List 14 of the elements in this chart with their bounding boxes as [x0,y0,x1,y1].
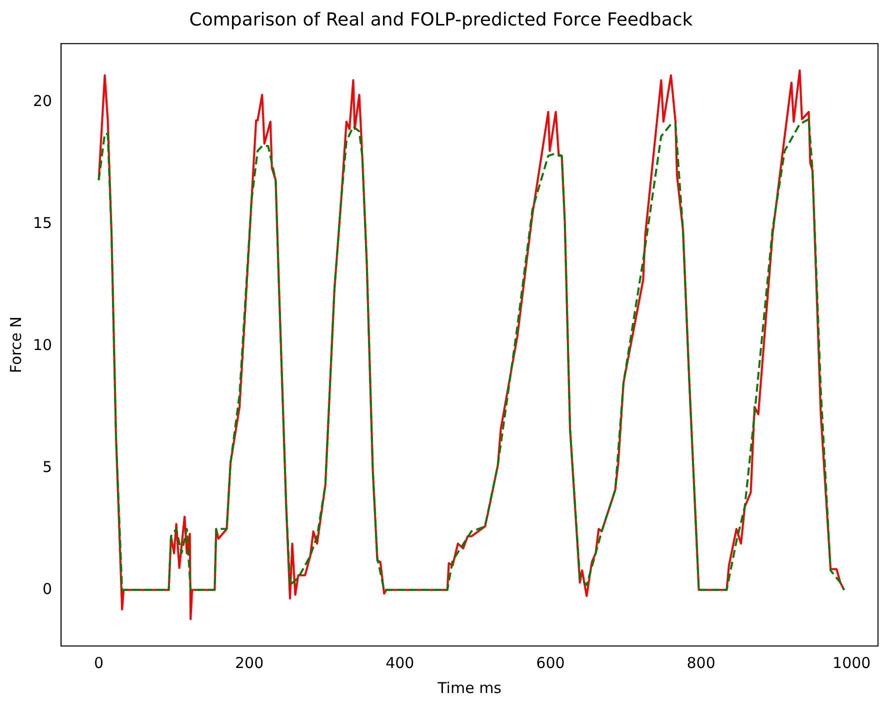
x-tick-label: 1000 [832,654,871,672]
y-tick-label: 5 [42,458,52,476]
y-tick-label: 10 [32,336,52,354]
x-tick-label: 800 [686,654,716,672]
x-axis-title: Time ms [436,678,502,697]
chart-title: Comparison of Real and FOLP-predicted Force Feedback [189,9,694,30]
x-tick-label: 200 [234,654,264,672]
x-tick-label: 400 [386,654,414,672]
y-axis-title: Force N [6,316,25,374]
x-tick-label: 600 [536,654,565,672]
y-tick-label: 20 [32,92,52,110]
y-tick-label: 15 [32,214,52,232]
x-tick-label: 0 [94,654,104,672]
y-tick-label: 0 [42,580,52,598]
